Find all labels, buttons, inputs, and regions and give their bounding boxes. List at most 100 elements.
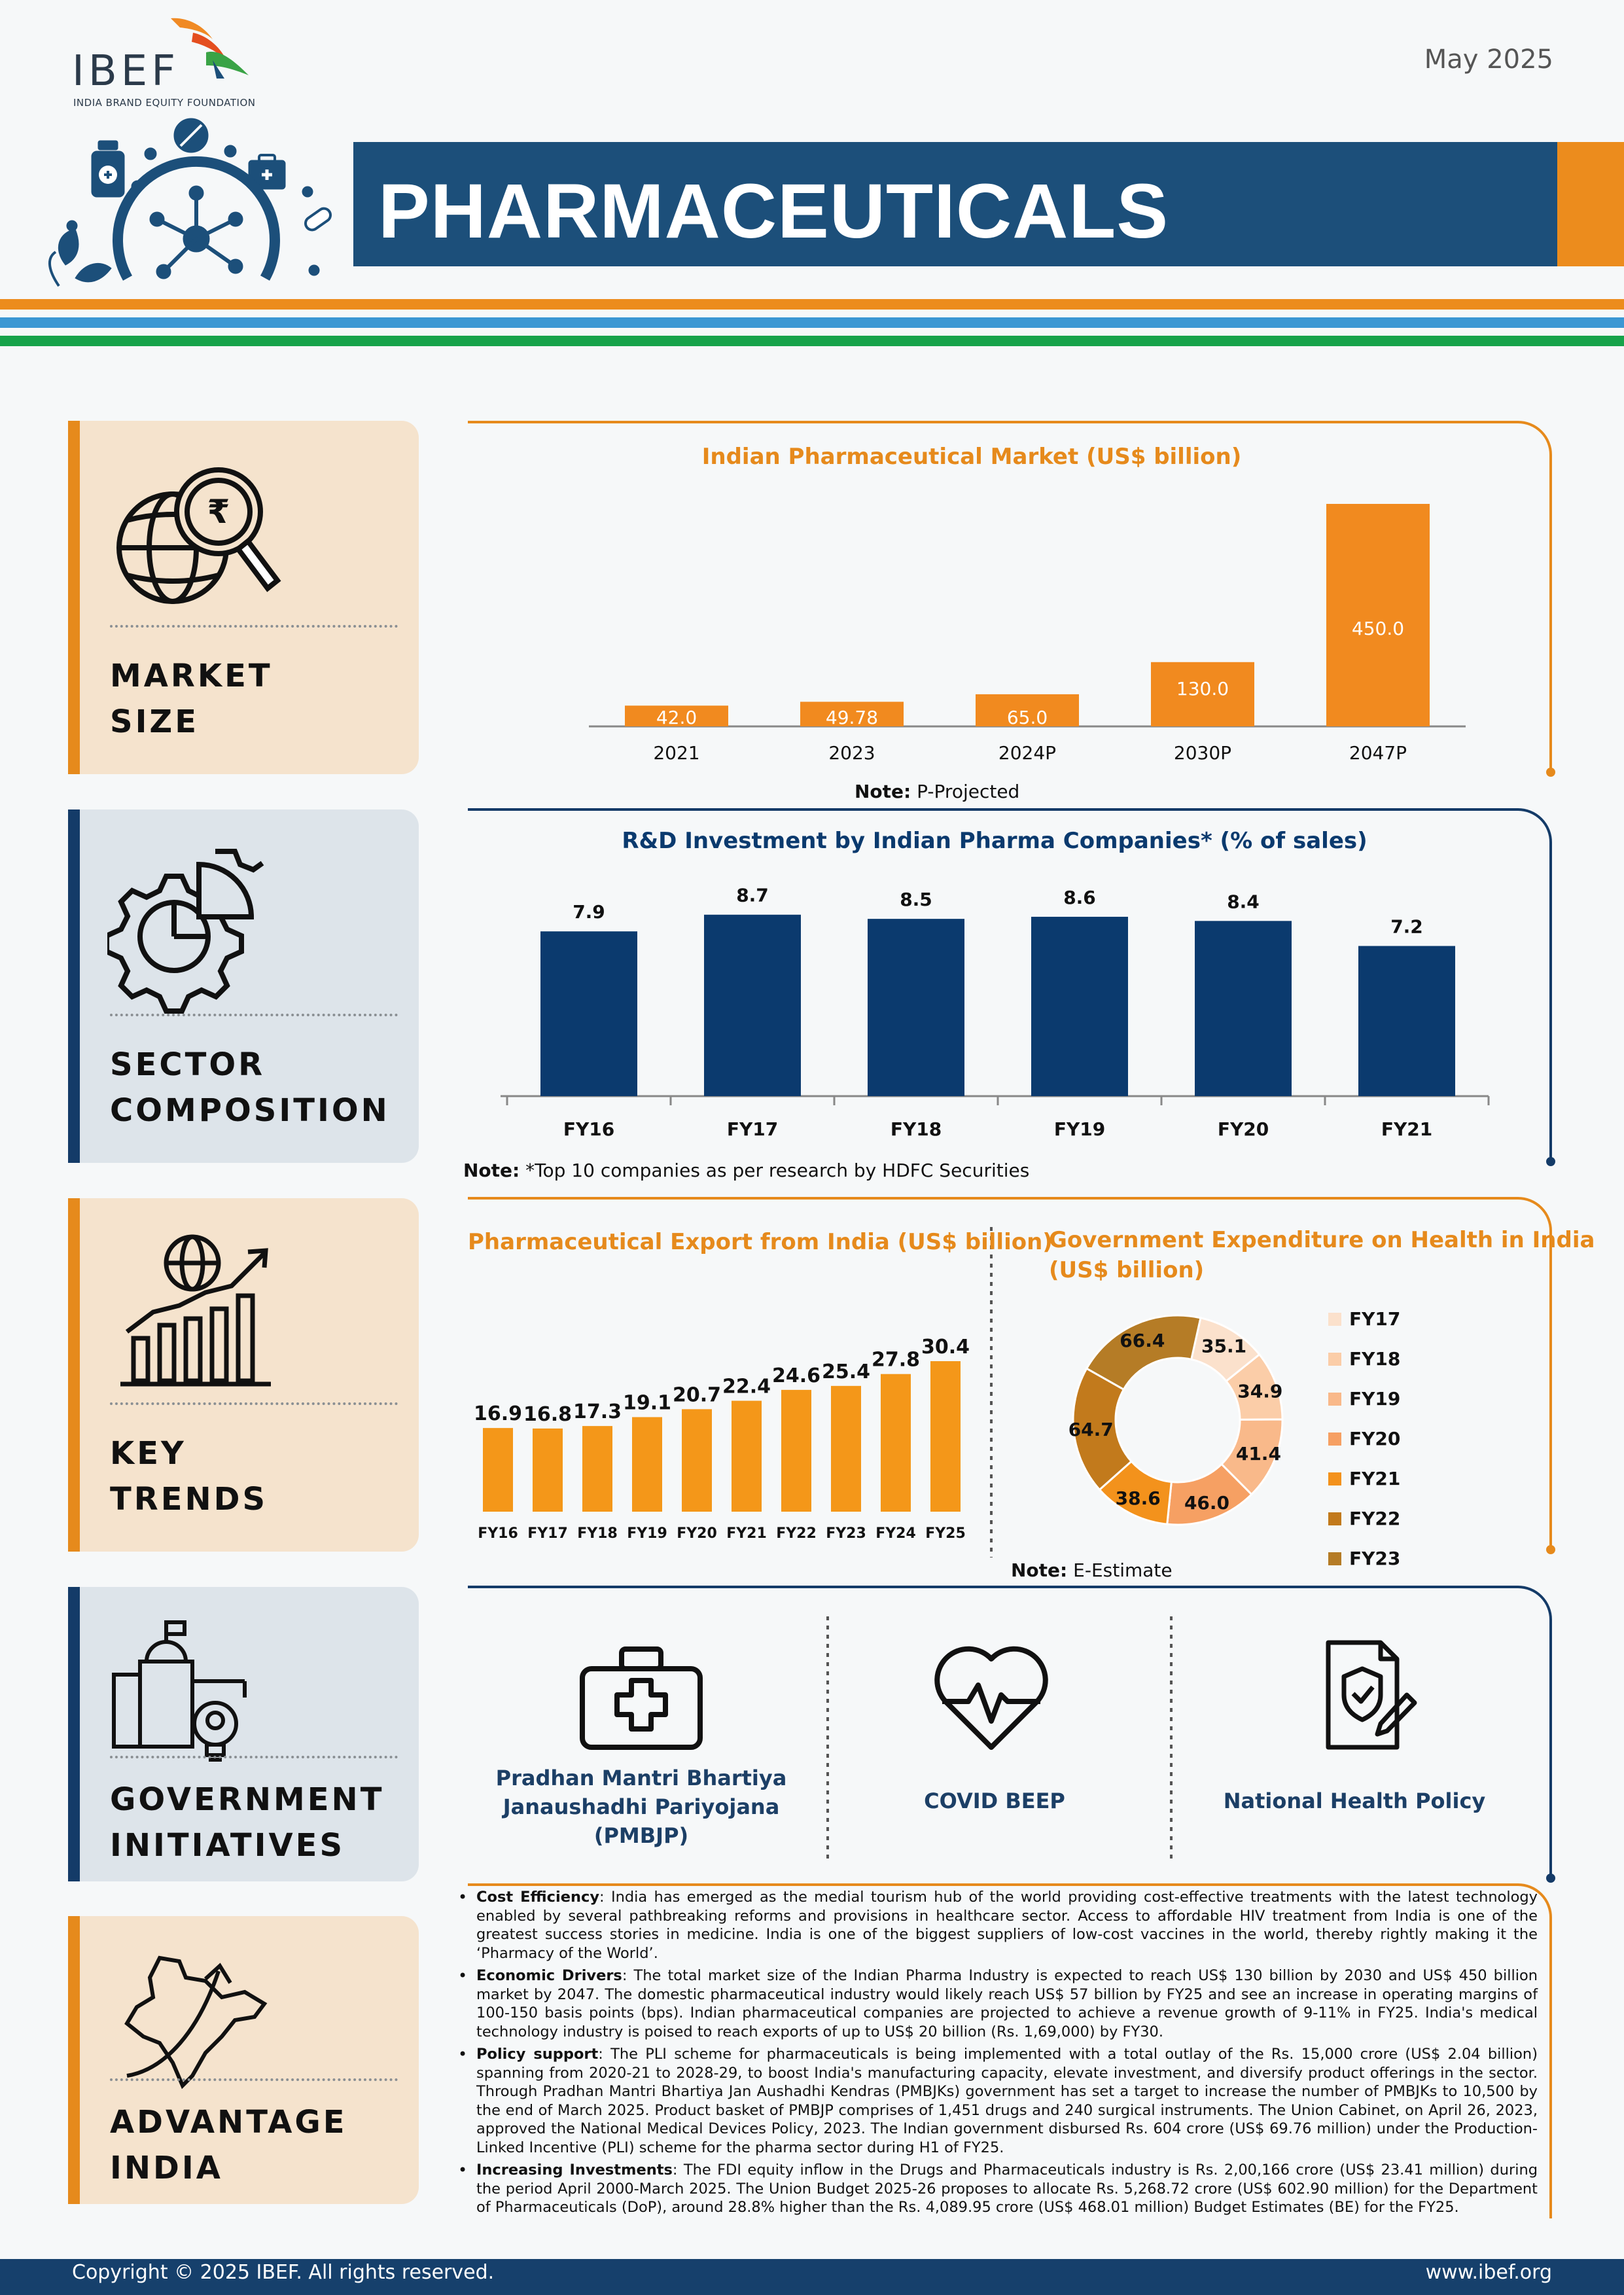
gear-pie-icon <box>107 849 264 1014</box>
title-banner-accent <box>1557 142 1624 266</box>
india-map-arrow-icon <box>124 1955 268 2090</box>
bar-value-label: 8.6 <box>1063 887 1096 908</box>
initiative-covid-beep: COVID BEEP <box>924 1788 1065 1813</box>
bar <box>1195 921 1292 1096</box>
market-chart-note: Note: P-Projected <box>855 781 1020 802</box>
bar <box>1358 946 1455 1096</box>
x-tick-label: FY17 <box>727 1118 778 1140</box>
bar <box>483 1428 513 1512</box>
slice-value-label: 41.4 <box>1236 1443 1281 1465</box>
globe-magnifier-rupee-icon: ₹ <box>116 467 281 604</box>
export-chart-title: Pharmaceutical Export from India (US$ bi… <box>468 1229 1053 1255</box>
bar <box>582 1426 612 1512</box>
tile-label-line2: COMPOSITION <box>110 1092 390 1129</box>
tile-label-line1: ADVANTAGE <box>110 2104 347 2141</box>
tile-sector-composition: SECTOR COMPOSITION <box>68 809 419 1163</box>
x-tick-label: 2047P <box>1349 742 1407 764</box>
bar-value-label: 16.9 <box>474 1402 522 1425</box>
legend-label: FY21 <box>1349 1468 1401 1489</box>
x-tick-label: FY16 <box>478 1525 518 1542</box>
legend-item: FY22 <box>1328 1499 1446 1539</box>
slice-value-label: 66.4 <box>1120 1330 1165 1351</box>
x-tick-label: FY16 <box>563 1118 614 1140</box>
publication-date: May 2025 <box>1424 44 1553 75</box>
legend-swatch <box>1328 1472 1341 1486</box>
tile-label-line2: INITIATIVES <box>110 1827 345 1864</box>
bar <box>930 1361 961 1512</box>
x-tick-label: 2023 <box>828 742 875 764</box>
market-chart-title: Indian Pharmaceutical Market (US$ billio… <box>701 444 1242 470</box>
x-tick-label: FY21 <box>1381 1118 1432 1140</box>
advantage-item: Increasing Investments: The FDI equity i… <box>458 2161 1538 2217</box>
tile-label-line1: MARKET <box>110 658 273 694</box>
rd-chart-title: R&D Investment by Indian Pharma Companie… <box>622 828 1368 854</box>
heart-pulse-icon <box>934 1646 1048 1750</box>
policy-document-icon <box>1326 1640 1417 1750</box>
health-chart-note: Note: E-Estimate <box>1011 1559 1173 1581</box>
advantage-list: Cost Efficiency: India has emerged as th… <box>458 1888 1538 2221</box>
building-gear-bulb-icon <box>112 1620 247 1762</box>
legend-label: FY17 <box>1349 1308 1401 1330</box>
tile-government-initiatives: GOVERNMENT INITIATIVES <box>68 1587 419 1881</box>
slice-value-label: 34.9 <box>1237 1380 1282 1402</box>
bar-value-label: 16.8 <box>523 1403 572 1426</box>
bar <box>868 919 964 1096</box>
bar-value-label: 49.78 <box>826 707 878 728</box>
bar-value-label: 27.8 <box>872 1349 920 1372</box>
bar <box>881 1374 911 1512</box>
legend-label: FY19 <box>1349 1388 1401 1410</box>
advantage-item: Economic Drivers: The total market size … <box>458 1966 1538 2041</box>
bar-value-label: 8.7 <box>736 885 769 906</box>
market-size-chart: 42.0 2021 49.78 2023 65.0 2024P 130.0 2030P 450.… <box>589 504 1466 764</box>
bar <box>1326 504 1430 726</box>
legend-swatch <box>1328 1312 1341 1326</box>
x-tick-label: FY19 <box>627 1525 667 1542</box>
x-tick-label: FY20 <box>1218 1118 1269 1140</box>
website-link[interactable]: www.ibef.org <box>1425 2261 1552 2284</box>
bar-value-label: 30.4 <box>921 1336 970 1359</box>
tile-label-line2: SIZE <box>110 703 200 740</box>
slice-value-label: 64.7 <box>1068 1419 1114 1440</box>
footer-bar <box>0 2259 1624 2295</box>
legend-swatch <box>1328 1352 1341 1366</box>
bar-value-label: 20.7 <box>673 1383 721 1406</box>
legend-label: FY20 <box>1349 1428 1401 1450</box>
health-chart-title: Government Expenditure on Health in Indi… <box>1049 1227 1595 1283</box>
bird-logo-icon <box>171 18 249 79</box>
bar <box>732 1400 762 1512</box>
donut-legend: FY17 FY18 FY19 FY20 FY21 FY22 FY23 <box>1328 1299 1446 1578</box>
tile-key-trends: KEY TRENDS <box>68 1198 419 1552</box>
bar <box>632 1417 662 1512</box>
x-tick-label: FY24 <box>875 1525 916 1542</box>
copyright: Copyright © 2025 IBEF. All rights reserv… <box>72 2261 495 2284</box>
bar-value-label: 65.0 <box>1007 707 1048 728</box>
tile-label-line2: TRENDS <box>110 1481 268 1518</box>
x-tick-label: FY23 <box>826 1525 866 1542</box>
x-tick-label: 2021 <box>653 742 699 764</box>
orange-stripe <box>0 299 1624 310</box>
slice-value-label: 46.0 <box>1184 1492 1229 1514</box>
first-aid-kit-icon <box>580 1646 703 1750</box>
x-tick-label: 2024P <box>998 742 1056 764</box>
bar-value-label: 25.4 <box>822 1361 870 1383</box>
tile-advantage-india: ADVANTAGE INDIA <box>68 1916 419 2204</box>
legend-label: FY22 <box>1349 1508 1401 1529</box>
x-tick-label: FY19 <box>1054 1118 1105 1140</box>
bar <box>976 694 1079 726</box>
legend-item: FY20 <box>1328 1419 1446 1459</box>
donut-slice <box>1085 1314 1202 1391</box>
bar <box>625 705 728 726</box>
bar <box>533 1428 563 1512</box>
bar <box>800 702 904 726</box>
legend-swatch <box>1328 1392 1341 1406</box>
tile-market-size: ₹ MARKET SIZE <box>68 421 419 774</box>
tile-label-line2: INDIA <box>110 2150 223 2186</box>
bar-value-label: 8.4 <box>1227 891 1260 912</box>
x-tick-label: FY22 <box>776 1525 817 1542</box>
x-tick-label: FY18 <box>577 1525 618 1542</box>
bar <box>1151 662 1254 726</box>
page-title: PHARMACEUTICALS <box>378 168 1169 255</box>
rd-chart-note: Note: *Top 10 companies as per research … <box>463 1160 1030 1181</box>
legend-item: FY17 <box>1328 1299 1446 1339</box>
health-expenditure-donut: 35.1 34.9 41.4 46.0 38.6 64.7 66.4 <box>1068 1314 1284 1526</box>
